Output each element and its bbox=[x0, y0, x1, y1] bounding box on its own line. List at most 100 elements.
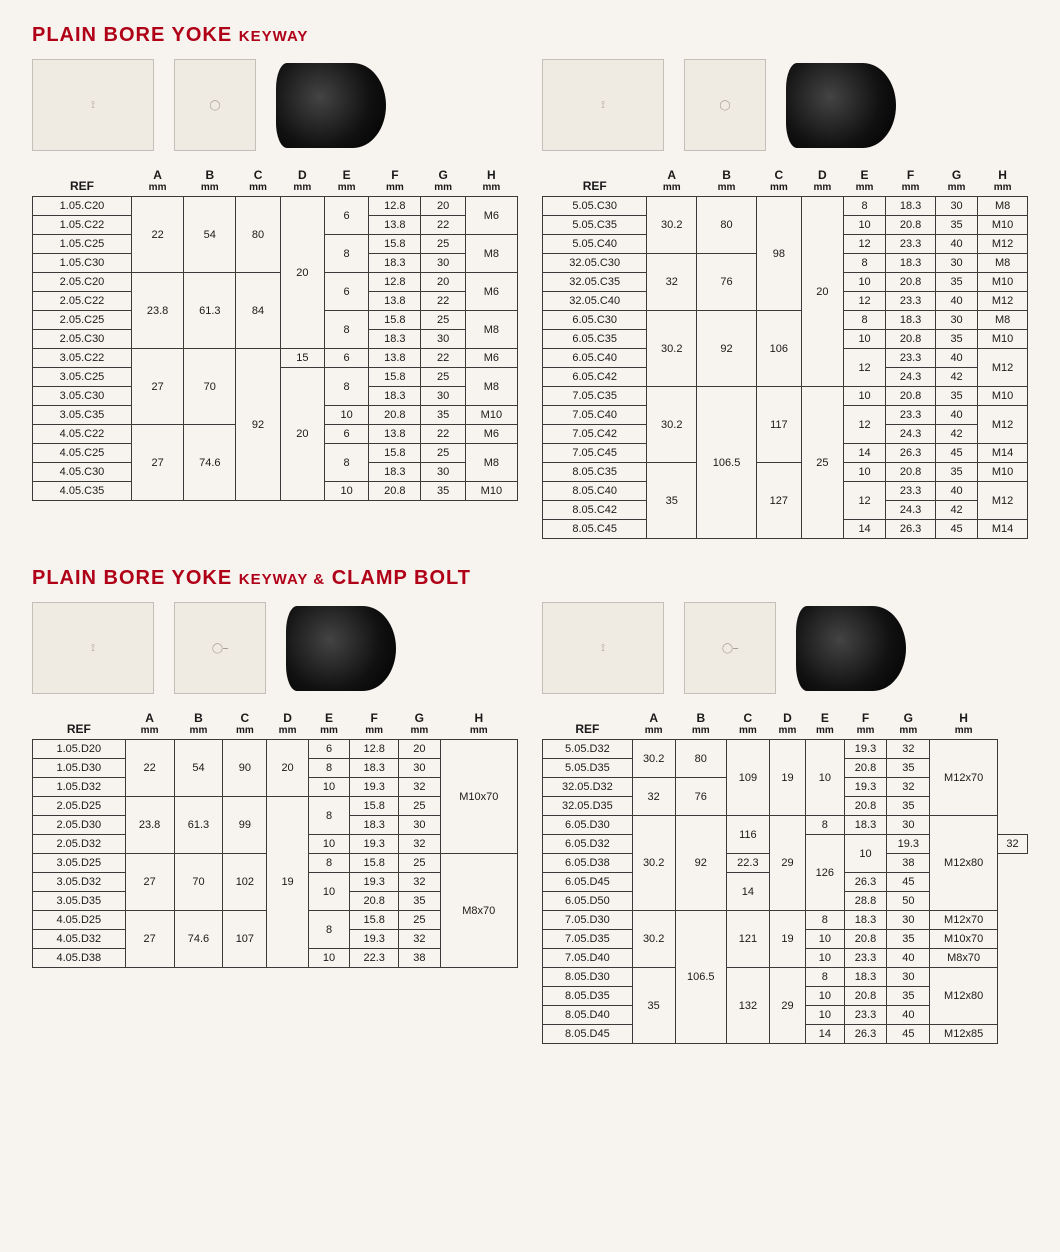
data-cell: 45 bbox=[887, 873, 930, 892]
data-cell: 22.3 bbox=[350, 949, 399, 968]
data-cell: 92 bbox=[236, 349, 280, 501]
col-header: Fmm bbox=[350, 708, 399, 740]
ref-cell: 6.05.C30 bbox=[543, 311, 647, 330]
data-cell: 92 bbox=[697, 311, 757, 387]
data-cell: 8 bbox=[324, 444, 368, 482]
ref-cell: 6.05.D32 bbox=[543, 835, 633, 854]
section1-body: ⟟ ◯ REFAmmBmmCmmDmmEmmFmmGmmHmm1.05.C202… bbox=[32, 55, 1028, 539]
col-header: Amm bbox=[647, 165, 697, 197]
data-cell: 22 bbox=[421, 292, 465, 311]
data-cell: 14 bbox=[843, 444, 885, 463]
section1-right-table: REFAmmBmmCmmDmmEmmFmmGmmHmm5.05.C3030.28… bbox=[542, 165, 1028, 539]
ref-cell: 7.05.D35 bbox=[543, 930, 633, 949]
data-cell: 76 bbox=[675, 778, 726, 816]
data-cell: 32 bbox=[399, 835, 440, 854]
data-cell: 35 bbox=[935, 330, 977, 349]
data-cell: 10 bbox=[308, 835, 349, 854]
data-cell: 15.8 bbox=[350, 797, 399, 816]
data-cell: 35 bbox=[935, 387, 977, 406]
ref-cell: 6.05.D50 bbox=[543, 892, 633, 911]
data-cell: 18.3 bbox=[350, 759, 399, 778]
ref-cell: 4.05.D38 bbox=[33, 949, 126, 968]
data-cell: 40 bbox=[935, 349, 977, 368]
col-header: Amm bbox=[131, 165, 183, 197]
yoke-clamp-photo bbox=[796, 606, 906, 691]
ref-cell: 8.05.D35 bbox=[543, 987, 633, 1006]
col-header: REF bbox=[543, 165, 647, 197]
data-cell: 40 bbox=[935, 482, 977, 501]
data-cell: 23.3 bbox=[844, 1006, 887, 1025]
data-cell: 20 bbox=[421, 197, 465, 216]
data-cell: M6 bbox=[465, 349, 517, 368]
col-header: Bmm bbox=[675, 708, 726, 740]
data-cell: 25 bbox=[421, 311, 465, 330]
ref-cell: 3.05.C30 bbox=[33, 387, 132, 406]
data-cell: M8 bbox=[978, 254, 1028, 273]
data-cell: 45 bbox=[887, 1025, 930, 1044]
section2-left-images: ⟟ ◯⎯ bbox=[32, 598, 518, 698]
data-cell: 24.3 bbox=[886, 501, 936, 520]
col-header: Dmm bbox=[267, 708, 308, 740]
data-cell: 32 bbox=[887, 778, 930, 797]
data-cell: 35 bbox=[421, 406, 465, 425]
ref-cell: 6.05.C35 bbox=[543, 330, 647, 349]
yoke-diagram-front: ◯ bbox=[684, 59, 766, 151]
data-cell: 102 bbox=[223, 854, 267, 911]
data-cell: M8 bbox=[978, 197, 1028, 216]
section2-title-small: KEYWAY & bbox=[239, 571, 325, 588]
col-header: Gmm bbox=[935, 165, 977, 197]
data-cell: 20 bbox=[399, 740, 440, 759]
ref-cell: 1.05.D30 bbox=[33, 759, 126, 778]
data-cell: 24.3 bbox=[886, 425, 936, 444]
data-cell: 20.8 bbox=[886, 216, 936, 235]
section1-right-panel: ⟟ ◯ REFAmmBmmCmmDmmEmmFmmGmmHmm5.05.C303… bbox=[542, 55, 1028, 539]
data-cell: 40 bbox=[887, 949, 930, 968]
data-cell: 20.8 bbox=[369, 482, 421, 501]
data-cell: 132 bbox=[726, 968, 769, 1044]
data-cell: 6 bbox=[308, 740, 349, 759]
ref-cell: 1.05.D32 bbox=[33, 778, 126, 797]
data-cell: 8 bbox=[308, 854, 349, 873]
data-cell: 18.3 bbox=[886, 197, 936, 216]
col-header: Emm bbox=[308, 708, 349, 740]
data-cell: 61.3 bbox=[184, 273, 236, 349]
data-cell: 35 bbox=[632, 968, 675, 1044]
data-cell: 6 bbox=[324, 425, 368, 444]
ref-cell: 6.05.D45 bbox=[543, 873, 633, 892]
data-cell: 20.8 bbox=[886, 463, 936, 482]
data-cell: M8x70 bbox=[440, 854, 517, 968]
data-cell: 26.3 bbox=[844, 1025, 887, 1044]
data-cell: 10 bbox=[308, 949, 349, 968]
col-header: Emm bbox=[843, 165, 885, 197]
data-cell: 19.3 bbox=[887, 835, 930, 854]
data-cell: 107 bbox=[223, 911, 267, 968]
data-cell: 14 bbox=[806, 1025, 845, 1044]
data-cell: 80 bbox=[236, 197, 280, 273]
data-cell: 35 bbox=[399, 892, 440, 911]
data-cell: 8 bbox=[308, 911, 349, 949]
yoke-photo bbox=[276, 63, 386, 148]
data-cell: 109 bbox=[726, 740, 769, 816]
data-cell: M8 bbox=[465, 311, 517, 349]
data-cell: 12 bbox=[843, 235, 885, 254]
data-cell: 32 bbox=[998, 835, 1028, 854]
data-cell: 106.5 bbox=[675, 911, 726, 1044]
data-cell: 106.5 bbox=[697, 387, 757, 539]
data-cell: 76 bbox=[697, 254, 757, 311]
data-cell: 32 bbox=[647, 254, 697, 311]
ref-cell: 1.05.C22 bbox=[33, 216, 132, 235]
data-cell: 30 bbox=[887, 968, 930, 987]
col-header: Bmm bbox=[184, 165, 236, 197]
data-cell: 35 bbox=[887, 930, 930, 949]
data-cell: 23.3 bbox=[886, 292, 936, 311]
ref-cell: 7.05.C45 bbox=[543, 444, 647, 463]
data-cell: 70 bbox=[174, 854, 223, 911]
data-cell: 35 bbox=[887, 759, 930, 778]
data-cell: 32 bbox=[399, 873, 440, 892]
ref-cell: 2.05.C22 bbox=[33, 292, 132, 311]
data-cell: 90 bbox=[223, 740, 267, 797]
data-cell: 35 bbox=[421, 482, 465, 501]
data-cell: M6 bbox=[465, 273, 517, 311]
ref-cell: 8.05.D40 bbox=[543, 1006, 633, 1025]
ref-cell: 3.05.C35 bbox=[33, 406, 132, 425]
